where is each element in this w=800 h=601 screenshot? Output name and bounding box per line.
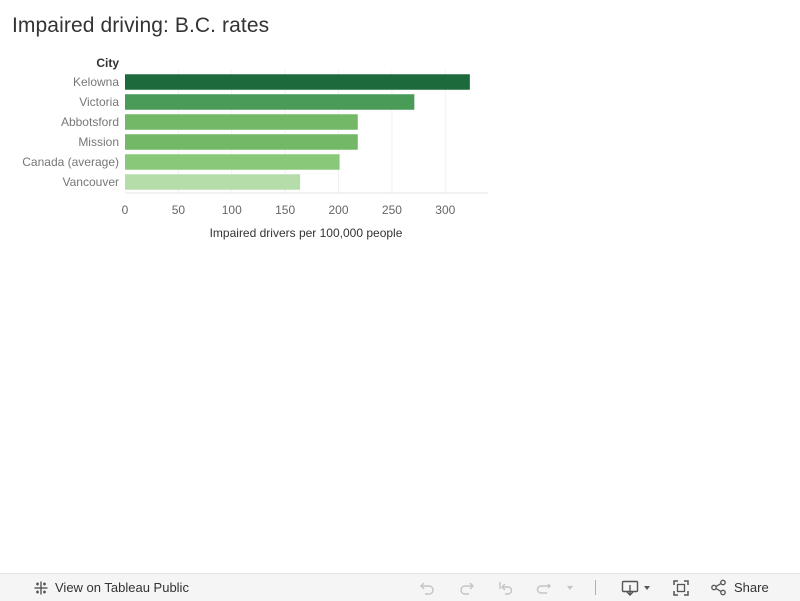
- share-button[interactable]: Share: [710, 574, 769, 601]
- bar[interactable]: [125, 134, 358, 150]
- undo-icon[interactable]: [418, 574, 436, 601]
- bar[interactable]: [125, 74, 470, 90]
- category-label: Abbotsford: [61, 115, 119, 129]
- x-tick-label: 200: [329, 203, 349, 217]
- x-tick-label: 100: [222, 203, 242, 217]
- grid-lines: [125, 70, 488, 194]
- bar[interactable]: [125, 174, 301, 190]
- view-on-tableau-public-label: View on Tableau Public: [55, 580, 189, 595]
- bar[interactable]: [125, 154, 340, 170]
- x-tick-label: 150: [275, 203, 295, 217]
- share-icon: [710, 579, 727, 596]
- x-axis-title: Impaired drivers per 100,000 people: [210, 226, 403, 240]
- category-label: Mission: [78, 135, 119, 149]
- x-tick-label: 250: [382, 203, 402, 217]
- category-label: Kelowna: [73, 75, 119, 89]
- bar-chart: Kelowna Victoria Abbotsford Mission Canada (…: [22, 56, 488, 240]
- bar[interactable]: [125, 114, 358, 130]
- x-tick-label: 0: [122, 203, 129, 217]
- bars: [125, 74, 470, 190]
- category-labels: Kelowna Victoria Abbotsford Mission Canada (…: [22, 75, 119, 189]
- tableau-icon: [33, 580, 49, 596]
- page-title: Impaired driving: B.C. rates: [12, 14, 270, 37]
- redo-icon[interactable]: [458, 574, 476, 601]
- refresh-icon[interactable]: [535, 574, 553, 601]
- category-label: Canada (average): [22, 155, 119, 169]
- category-label: Vancouver: [63, 175, 119, 189]
- toolbar: View on Tableau Public: [0, 573, 800, 601]
- x-tick-labels: 0 50 100 150 200 250 300: [122, 203, 456, 217]
- toolbar-divider: [595, 580, 596, 595]
- dropdown-icon[interactable]: [565, 574, 575, 601]
- revert-icon[interactable]: [497, 574, 515, 601]
- fullscreen-icon[interactable]: [672, 574, 690, 601]
- share-label: Share: [734, 580, 769, 595]
- download-dropdown-icon[interactable]: [642, 574, 652, 601]
- bar[interactable]: [125, 94, 415, 110]
- view-on-tableau-public-button[interactable]: View on Tableau Public: [33, 574, 189, 601]
- x-tick-label: 50: [172, 203, 186, 217]
- x-tick-label: 300: [435, 203, 455, 217]
- category-header: City: [96, 56, 119, 70]
- category-label: Victoria: [79, 95, 119, 109]
- download-icon[interactable]: [621, 574, 639, 601]
